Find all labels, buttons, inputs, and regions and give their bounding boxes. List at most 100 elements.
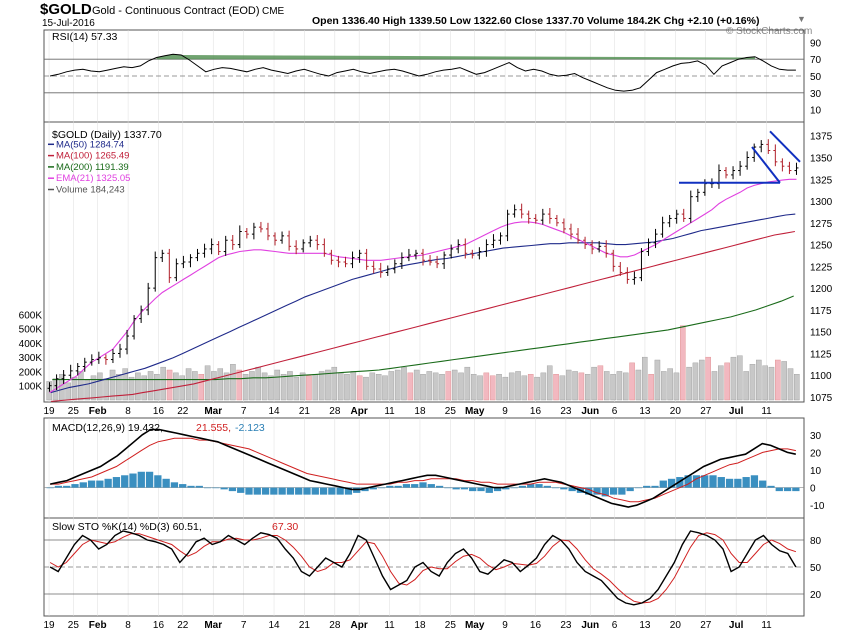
macd-histogram-bar <box>742 477 750 488</box>
volume-bar <box>242 374 249 401</box>
price-tick-label: 1350 <box>810 153 833 164</box>
macd-histogram-bar <box>692 475 701 488</box>
price-tick-label: 1100 <box>810 371 832 382</box>
x-axis-label-bottom: 14 <box>268 620 280 631</box>
volume-bar <box>337 372 344 401</box>
x-axis-label: Jul <box>729 406 744 417</box>
macd-histogram-bar <box>701 475 709 488</box>
macd-histogram-bar <box>278 487 286 495</box>
macd-histogram-bar <box>775 487 783 492</box>
volume-bar <box>572 371 578 401</box>
volume-bar <box>699 359 705 401</box>
macd-histogram-bar <box>435 485 444 488</box>
macd-histogram-bar <box>336 487 344 495</box>
volume-bar <box>363 376 369 401</box>
macd-histogram-bar <box>651 485 659 488</box>
collapse-arrow-icon[interactable]: ▼ <box>797 14 806 24</box>
ma100-line <box>51 230 795 402</box>
volume-bar <box>680 325 686 401</box>
macd-histogram-bar <box>585 487 593 495</box>
volume-bar <box>198 374 205 401</box>
macd-histogram-bar <box>145 471 154 488</box>
macd-histogram-bar <box>237 487 245 493</box>
legend-entry: MA(50) 1284.74 <box>56 139 124 150</box>
macd-histogram-bar <box>485 487 493 493</box>
macd-tick-label: -10 <box>810 501 825 512</box>
volume-bar <box>768 366 775 401</box>
volume-bar <box>591 366 597 401</box>
volume-bar <box>565 369 572 401</box>
volume-bar <box>211 371 217 401</box>
x-axis-label-bottom: 11 <box>384 620 395 631</box>
volume-bar <box>686 366 692 401</box>
volume-bar <box>534 376 540 401</box>
macd-histogram-bar <box>162 478 170 488</box>
chart-date: 15-Jul-2016 <box>42 18 95 29</box>
x-axis-label-bottom: 16 <box>530 620 542 631</box>
volume-bar <box>299 372 306 401</box>
macd-tick-label: 30 <box>810 431 822 442</box>
macd-histogram-bar <box>253 487 261 495</box>
macd-histogram-bar <box>96 480 104 488</box>
macd-histogram-bar <box>717 477 725 488</box>
chart-watermark: © StockCharts.com <box>726 26 812 37</box>
price-tick-label: 1125 <box>810 349 832 360</box>
volume-bar <box>464 366 471 401</box>
x-axis-label: 25 <box>445 406 457 417</box>
volume-bar <box>166 369 173 401</box>
volume-bar <box>375 374 382 401</box>
chart-exchange: CME <box>262 6 285 17</box>
macd-histogram-bar <box>129 473 137 488</box>
volume-bar <box>451 369 458 401</box>
macd-line <box>50 428 796 508</box>
x-axis-label-bottom: 7 <box>241 620 247 631</box>
volume-bar <box>775 359 781 401</box>
legend-price: $GOLD (Daily) 1337.70 <box>52 129 162 141</box>
x-axis-label: Jun <box>581 406 599 417</box>
x-axis-label-bottom: 18 <box>414 620 426 631</box>
macd-histogram-bar <box>79 482 87 488</box>
x-axis-label-bottom: 16 <box>153 620 165 631</box>
x-axis-label: 16 <box>530 406 542 417</box>
macd-histogram-bar <box>87 480 96 488</box>
volume-bar <box>154 374 160 401</box>
volume-bar <box>641 356 648 401</box>
volume-bar <box>407 372 414 401</box>
volume-bar <box>217 368 224 401</box>
volume-bar <box>432 372 439 401</box>
macd-histogram-bar <box>303 487 311 495</box>
volume-bar <box>426 371 433 401</box>
macd-histogram-bar <box>402 484 411 488</box>
volume-bar <box>147 371 154 401</box>
macd-histogram-bar <box>195 485 203 488</box>
volume-bar <box>502 376 509 401</box>
volume-bar <box>97 372 103 401</box>
x-axis-label: 6 <box>612 406 618 417</box>
macd-histogram-bar <box>659 480 667 488</box>
sto-tick-label: 80 <box>810 536 822 547</box>
x-axis-label-bottom: 27 <box>700 620 712 631</box>
x-axis-label: Apr <box>351 406 368 417</box>
x-axis-label: 25 <box>68 406 80 417</box>
price-tick-label: 1325 <box>810 175 833 186</box>
macd-signal-label: 21.555, <box>196 422 231 434</box>
volume-bar <box>268 375 274 401</box>
macd-histogram-bar <box>203 487 212 489</box>
x-axis-label-bottom: 9 <box>502 620 508 631</box>
volume-bar <box>439 374 445 401</box>
x-axis-label-bottom: Mar <box>204 620 222 631</box>
macd-histogram-bar <box>137 471 145 488</box>
macd-histogram-bar <box>535 484 543 488</box>
macd-histogram-bar <box>626 487 634 492</box>
volume-bar <box>293 376 300 401</box>
volume-bar <box>629 362 635 401</box>
x-axis-label: 14 <box>268 406 280 417</box>
macd-histogram-bar <box>179 484 187 488</box>
volume-bar <box>344 374 350 401</box>
volume-bar <box>325 369 331 401</box>
x-axis-label: 11 <box>761 406 772 417</box>
volume-bar <box>470 374 477 401</box>
volume-bar <box>116 374 122 401</box>
x-axis-label-bottom: 11 <box>761 620 772 631</box>
macd-tick-label: 20 <box>810 448 822 459</box>
